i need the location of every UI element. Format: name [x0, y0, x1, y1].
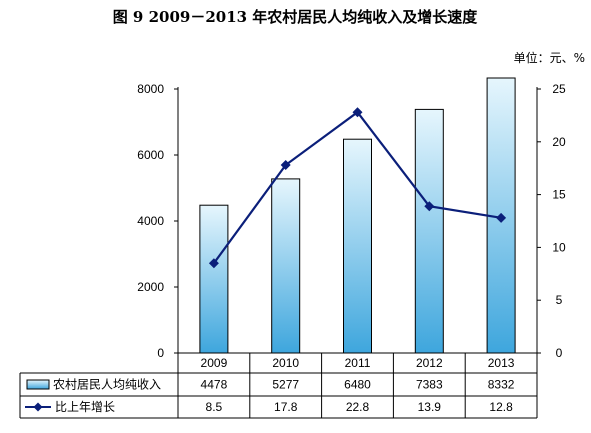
legend-bar-swatch: [26, 379, 50, 390]
growth-value-label: 8.5: [206, 400, 223, 414]
legend-line-marker: [33, 402, 43, 412]
growth-point-2010: [280, 160, 291, 171]
bar-value-label: 6480: [344, 378, 371, 392]
growth-value-label: 13.9: [418, 400, 442, 414]
x-tick-label: 2013: [488, 356, 515, 370]
bar-value-label: 8332: [488, 378, 515, 392]
legend-line-label: 比上年增长: [55, 400, 115, 414]
bar-2010: [271, 178, 301, 354]
right-tick-label: 25: [552, 82, 566, 96]
bar-2012: [414, 108, 444, 354]
x-tick-label: 2009: [201, 356, 228, 370]
left-tick-label: 4000: [137, 214, 164, 228]
x-tick-label: 2011: [345, 356, 371, 370]
right-tick-label: 0: [556, 346, 563, 360]
growth-point-2009: [208, 258, 219, 269]
growth-point-2011: [352, 107, 363, 118]
bar-2009: [199, 204, 229, 354]
left-tick-label: 8000: [137, 82, 164, 96]
growth-value-label: 17.8: [274, 400, 298, 414]
plot-area: 0 2000 4000 6000 8000 0 5 10 15 20 25: [137, 77, 566, 360]
data-table: 2009 2010 2011 2012 2013 农村居民人均纯收入 4478 5277 648…: [19, 352, 538, 419]
right-tick-label: 10: [552, 240, 566, 254]
bar-value-label: 7383: [416, 378, 443, 392]
bar-2011: [343, 138, 372, 354]
x-tick-label: 2010: [272, 356, 299, 370]
unit-label: 单位：元、%: [514, 50, 585, 65]
bar-value-label: 5277: [272, 378, 299, 392]
x-tick-label: 2012: [416, 356, 443, 370]
right-tick-label: 20: [552, 135, 566, 149]
legend-bar-label: 农村居民人均纯收入: [53, 378, 161, 392]
growth-point-2013: [496, 212, 507, 223]
growth-value-label: 22.8: [346, 400, 370, 414]
growth-point-2012: [424, 201, 435, 212]
right-tick-label: 5: [556, 293, 563, 307]
bar-value-label: 4478: [201, 378, 228, 392]
left-tick-label: 2000: [137, 280, 164, 294]
growth-value-label: 12.8: [489, 400, 513, 414]
chart-title: 图 9 2009－2013 年农村居民人均纯收入及增长速度: [113, 8, 479, 26]
left-tick-label: 0: [157, 346, 164, 360]
right-tick-label: 15: [552, 188, 566, 202]
left-tick-label: 6000: [137, 148, 164, 162]
